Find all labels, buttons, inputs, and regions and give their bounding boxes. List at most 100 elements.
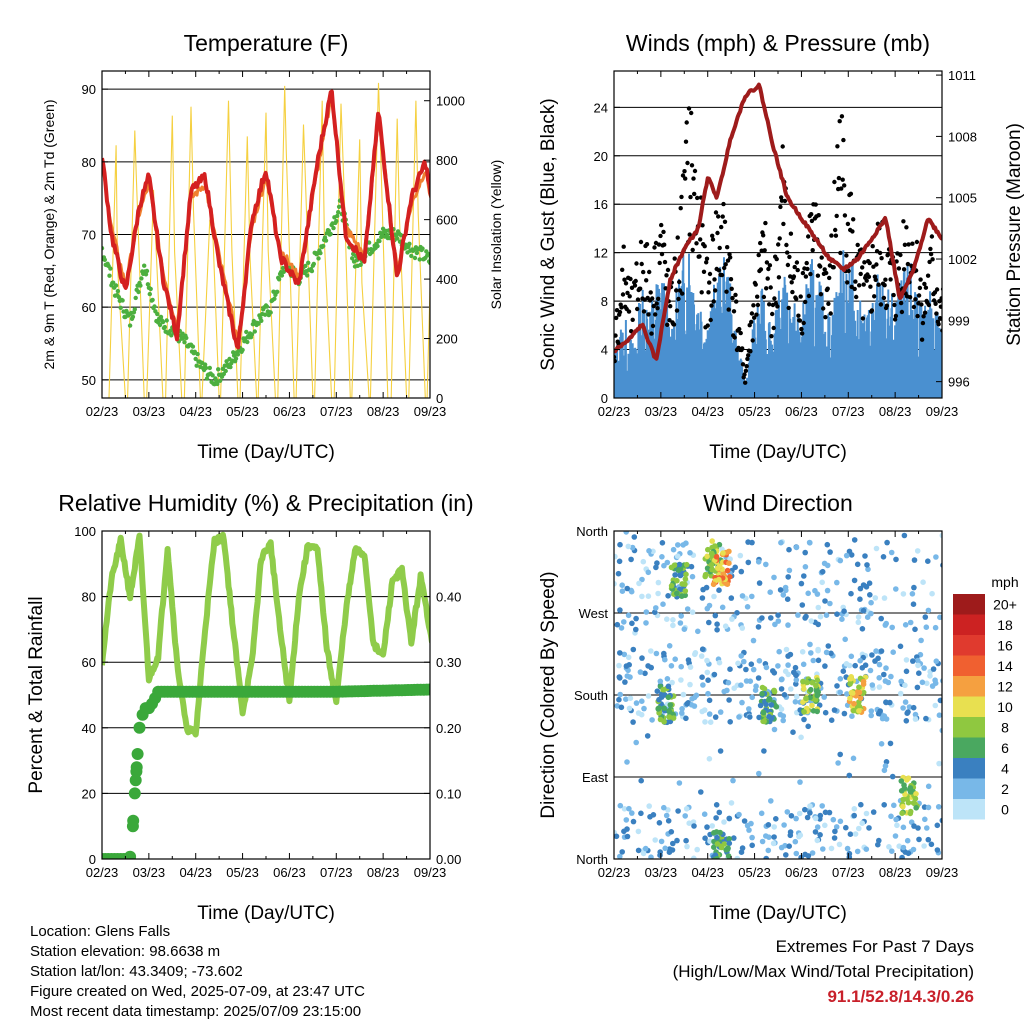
direction-point (913, 805, 919, 811)
direction-point (683, 715, 689, 722)
direction-point (933, 658, 940, 664)
direction-point (768, 615, 774, 621)
x-tick-label: 03/23 (645, 865, 678, 880)
gust-point (737, 326, 742, 332)
gust-point (771, 325, 776, 331)
gust-point (970, 342, 974, 346)
direction-point (637, 669, 644, 675)
dewpoint-point (233, 356, 239, 361)
direction-point (902, 622, 909, 628)
gust-point (953, 246, 957, 250)
direction-point (736, 714, 742, 720)
direction-point (828, 717, 835, 723)
gust-point (728, 255, 733, 260)
direction-point (706, 619, 712, 626)
dewpoint-point (458, 276, 462, 280)
dewpoint-point (311, 261, 316, 267)
direction-point (857, 596, 863, 602)
direction-point (699, 595, 706, 601)
direction-point (675, 567, 682, 573)
direction-point (781, 692, 788, 698)
direction-point (824, 587, 831, 594)
gust-point (776, 275, 782, 280)
direction-point (985, 604, 991, 610)
direction-point (683, 806, 690, 812)
gust-point (936, 322, 941, 327)
gust-point (972, 305, 976, 309)
gust-point (677, 279, 682, 285)
x-tick-label: 09/23 (926, 404, 959, 419)
gust-point (650, 323, 656, 329)
direction-point (800, 678, 806, 685)
direction-point (945, 850, 951, 856)
station-location: Location: Glens Falls (30, 923, 171, 940)
gust-point (649, 331, 654, 336)
direction-point (852, 662, 858, 669)
gust-point (823, 315, 828, 320)
direction-point (824, 541, 831, 548)
direction-point (614, 703, 620, 709)
direction-point (925, 804, 932, 811)
x-tick-label: 08/23 (367, 404, 400, 419)
direction-point (769, 715, 775, 721)
direction-point (652, 609, 658, 615)
direction-point (691, 703, 698, 709)
direction-point (886, 844, 892, 850)
direction-point (619, 849, 625, 855)
direction-point (851, 577, 858, 584)
y-tick-label: 20 (82, 786, 96, 801)
dewpoint-point (162, 324, 167, 330)
gust-point (776, 242, 781, 247)
direction-point (710, 581, 717, 588)
gust-point (884, 303, 890, 308)
wind-direction-panel: Wind Direction mph 20+ 18 16 14 12 10 8 6 4 2 0 02/23… (538, 490, 1019, 924)
gust-point (922, 310, 928, 315)
legend-label: 10 (997, 699, 1013, 715)
direction-point (617, 541, 623, 548)
gust-point (864, 278, 869, 283)
direction-point (689, 573, 696, 580)
gust-point (743, 380, 748, 385)
gust-point (745, 356, 750, 362)
direction-point (903, 668, 910, 675)
direction-point (877, 708, 883, 714)
x-tick-label: 04/23 (691, 865, 724, 880)
gust-point (788, 231, 794, 236)
dewpoint-point (303, 263, 308, 269)
direction-point (876, 661, 883, 668)
gust-point (785, 262, 791, 268)
direction-point (844, 691, 850, 697)
gust-point (678, 206, 683, 211)
direction-point (837, 557, 844, 564)
gust-point (740, 362, 746, 367)
gust-point (761, 233, 766, 238)
direction-point (616, 696, 622, 703)
direction-point (939, 727, 942, 734)
direction-point (782, 842, 788, 849)
direction-point (932, 702, 939, 709)
x-tick-label: 08/23 (367, 865, 400, 880)
direction-point (934, 847, 941, 853)
gust-point (657, 260, 662, 266)
y-tick-label: 16 (594, 197, 608, 212)
direction-point (819, 579, 825, 586)
gust-point (651, 303, 656, 309)
direction-point (888, 673, 894, 680)
x-axis-label: Time (Day/UTC) (709, 442, 847, 463)
direction-point (817, 832, 823, 838)
direction-point (902, 682, 908, 689)
direction-point (640, 558, 647, 565)
gust-point (846, 268, 851, 274)
dewpoint-point (150, 297, 155, 303)
gust-point (866, 274, 872, 279)
direction-point (975, 829, 981, 835)
direction-point (801, 716, 807, 723)
gust-point (620, 292, 626, 297)
direction-point (876, 675, 882, 681)
x-tick-label: 02/23 (86, 404, 119, 419)
direction-point (821, 694, 827, 700)
gust-point (877, 250, 883, 256)
direction-point (674, 837, 680, 844)
x-tick-label: 04/23 (179, 865, 212, 880)
direction-point (765, 697, 772, 703)
